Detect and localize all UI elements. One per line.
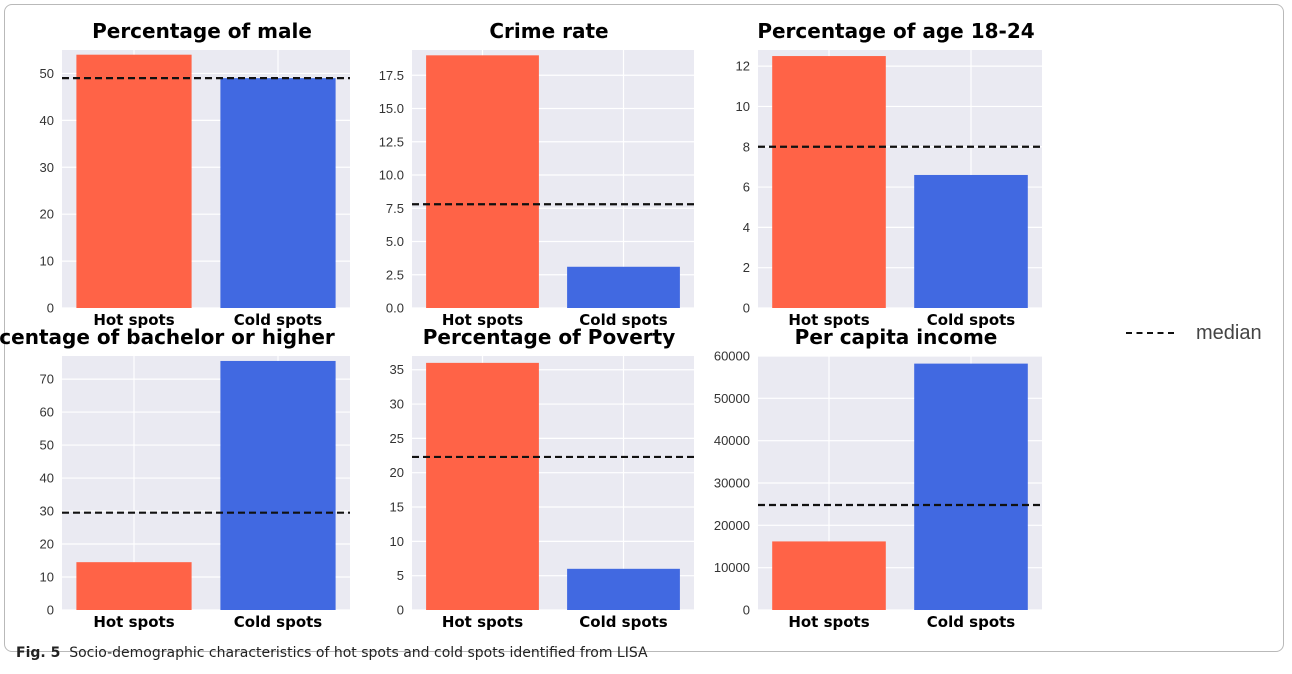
- y-tick-label: 40000: [714, 433, 750, 448]
- y-tick-label: 70: [40, 372, 54, 387]
- x-category-label: Cold spots: [579, 613, 668, 631]
- y-tick-label: 40: [40, 471, 54, 486]
- y-tick-label: 5: [397, 568, 404, 583]
- x-category-label: Hot spots: [93, 613, 174, 631]
- chart-title: Percentage of Poverty: [423, 325, 676, 349]
- y-tick-label: 50000: [714, 391, 750, 406]
- y-tick-label: 10: [40, 254, 54, 269]
- bar-hot-spots: [772, 56, 886, 308]
- legend-median-dash: [1126, 332, 1174, 334]
- bar-cold-spots: [567, 266, 680, 308]
- y-tick-label: 4: [743, 220, 750, 235]
- bar-hot-spots: [76, 54, 192, 308]
- chart-panel: 0 10 20 30 40 50 Hot spots Cold spots Percentage…: [40, 19, 350, 329]
- y-tick-label: 30: [40, 504, 54, 519]
- y-tick-label: 0: [743, 603, 750, 618]
- y-tick-label: 10: [40, 570, 54, 585]
- bar-hot-spots: [76, 562, 192, 610]
- y-tick-label: 60: [40, 405, 54, 420]
- caption-text: Socio-demographic characteristics of hot…: [69, 645, 648, 661]
- x-category-label: Hot spots: [442, 613, 523, 631]
- y-tick-label: 30: [40, 160, 54, 175]
- chart-panel: 0 10000 20000 30000 40000 50000 60000 Hot spots…: [714, 325, 1042, 631]
- y-tick-label: 12: [736, 59, 750, 74]
- x-category-label: Cold spots: [579, 311, 668, 329]
- chart-panel: 0 2 4 6 8 10 12 Hot spots Cold spots Percentage o…: [736, 19, 1042, 329]
- y-tick-label: 0: [743, 301, 750, 316]
- y-tick-label: 60000: [714, 349, 750, 364]
- bar-cold-spots: [567, 568, 680, 610]
- y-tick-label: 15.0: [379, 101, 404, 116]
- y-tick-label: 35: [390, 362, 404, 377]
- y-tick-label: 0: [47, 301, 54, 316]
- y-tick-label: 40: [40, 113, 54, 128]
- legend-median-label: median: [1196, 321, 1262, 344]
- y-tick-label: 10.0: [379, 168, 404, 183]
- y-tick-label: 20000: [714, 518, 750, 533]
- chart-panel: 0.0 2.5 5.0 7.5 10.0 12.5 15.0 17.5 Hot spots Col…: [379, 19, 694, 329]
- y-tick-label: 0: [397, 603, 404, 618]
- y-tick-label: 0: [47, 603, 54, 618]
- x-category-label: Hot spots: [788, 311, 869, 329]
- bar-cold-spots: [220, 360, 336, 610]
- x-category-label: Cold spots: [927, 311, 1016, 329]
- chart-title: Percentage of age 18-24: [757, 19, 1034, 43]
- chart-title: Crime rate: [489, 19, 608, 43]
- y-tick-label: 12.5: [379, 134, 404, 149]
- y-tick-label: 20: [390, 465, 404, 480]
- bar-hot-spots: [426, 362, 539, 610]
- y-tick-label: 5.0: [386, 234, 404, 249]
- bar-hot-spots: [772, 541, 886, 610]
- y-tick-label: 30000: [714, 476, 750, 491]
- x-category-label: Cold spots: [234, 311, 323, 329]
- y-tick-label: 10: [390, 534, 404, 549]
- y-tick-label: 15: [390, 500, 404, 515]
- y-tick-label: 2: [743, 260, 750, 275]
- y-tick-label: 25: [390, 431, 404, 446]
- y-tick-label: 50: [40, 66, 54, 81]
- y-tick-label: 17.5: [379, 68, 404, 83]
- y-tick-label: 50: [40, 438, 54, 453]
- bar-hot-spots: [426, 55, 539, 309]
- y-tick-label: 10: [736, 99, 750, 114]
- figure-frame: [4, 4, 1284, 652]
- chart-title: Percentage of male: [92, 19, 312, 43]
- caption-label: Fig. 5: [16, 645, 61, 661]
- y-tick-label: 30: [390, 397, 404, 412]
- y-tick-label: 10000: [714, 560, 750, 575]
- y-tick-label: 20: [40, 207, 54, 222]
- chart-panel: 0 10 20 30 40 50 60 70 Hot spots Cold spots Percen…: [0, 325, 350, 631]
- x-category-label: Hot spots: [93, 311, 174, 329]
- y-tick-label: 20: [40, 537, 54, 552]
- y-tick-label: 0.0: [386, 301, 404, 316]
- chart-panel: 0 5 10 15 20 25 30 35 Hot spots Cold spots Percent…: [390, 325, 694, 631]
- y-tick-label: 7.5: [386, 201, 404, 216]
- legend: median: [1126, 318, 1262, 348]
- figure-caption: Fig. 5 Socio-demographic characteristics…: [16, 640, 648, 666]
- chart-title: Percentage of bachelor or higher: [0, 325, 335, 349]
- x-category-label: Cold spots: [234, 613, 323, 631]
- x-category-label: Hot spots: [442, 311, 523, 329]
- x-category-label: Hot spots: [788, 613, 869, 631]
- bar-cold-spots: [914, 363, 1028, 610]
- bar-cold-spots: [914, 174, 1028, 308]
- bar-cold-spots: [220, 78, 336, 309]
- y-tick-label: 2.5: [386, 267, 404, 282]
- y-tick-label: 8: [743, 139, 750, 154]
- x-category-label: Cold spots: [927, 613, 1016, 631]
- chart-title: Per capita income: [795, 325, 998, 349]
- y-tick-label: 6: [743, 180, 750, 195]
